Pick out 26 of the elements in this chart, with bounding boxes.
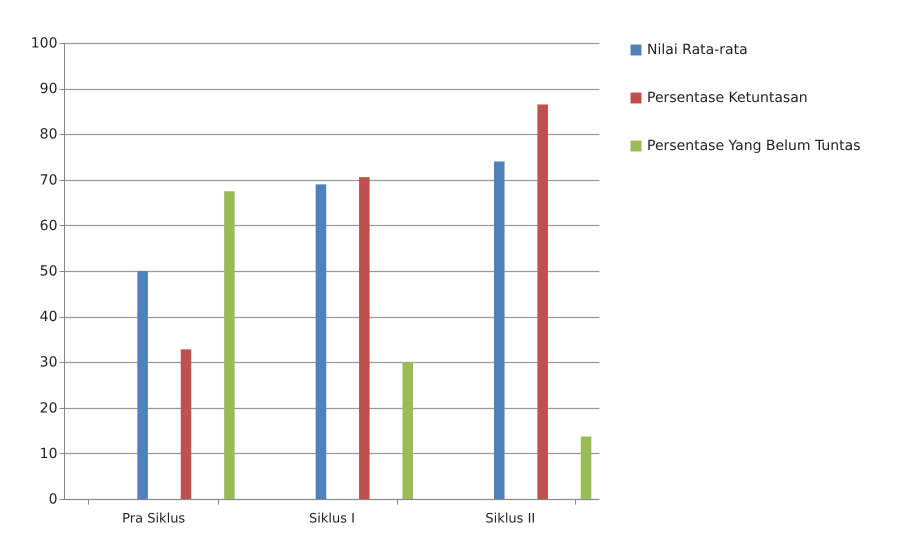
bar xyxy=(580,436,592,499)
bar xyxy=(494,162,505,499)
y-tick-label: 90 xyxy=(40,81,58,98)
legend-label: Persentase Yang Belum Tuntas xyxy=(647,138,861,154)
x-tick-label: Pra Siklus xyxy=(122,512,186,526)
bar xyxy=(180,349,192,499)
bar xyxy=(359,177,370,499)
y-tick-label: 0 xyxy=(48,492,58,508)
y-tick-label: 30 xyxy=(40,354,58,371)
y-tick-label: 50 xyxy=(40,264,58,280)
y-tick-label: 10 xyxy=(40,446,58,462)
bar xyxy=(316,184,326,499)
y-tick-label: 100 xyxy=(30,36,58,52)
y-tick-label: 70 xyxy=(40,172,58,188)
bar xyxy=(537,104,548,499)
y-tick-label: 40 xyxy=(40,309,58,326)
bar xyxy=(224,191,235,499)
legend-label: Nilai Rata-rata xyxy=(647,42,748,58)
x-tick-label: Siklus I xyxy=(309,512,355,526)
bar xyxy=(137,271,148,499)
y-tick-label: 60 xyxy=(40,218,58,234)
bar xyxy=(402,362,414,499)
y-tick-label: 20 xyxy=(40,400,58,416)
y-tick-label: 80 xyxy=(40,126,58,143)
x-tick-label: Siklus II xyxy=(485,512,536,526)
legend-label: Persentase Ketuntasan xyxy=(647,90,808,106)
